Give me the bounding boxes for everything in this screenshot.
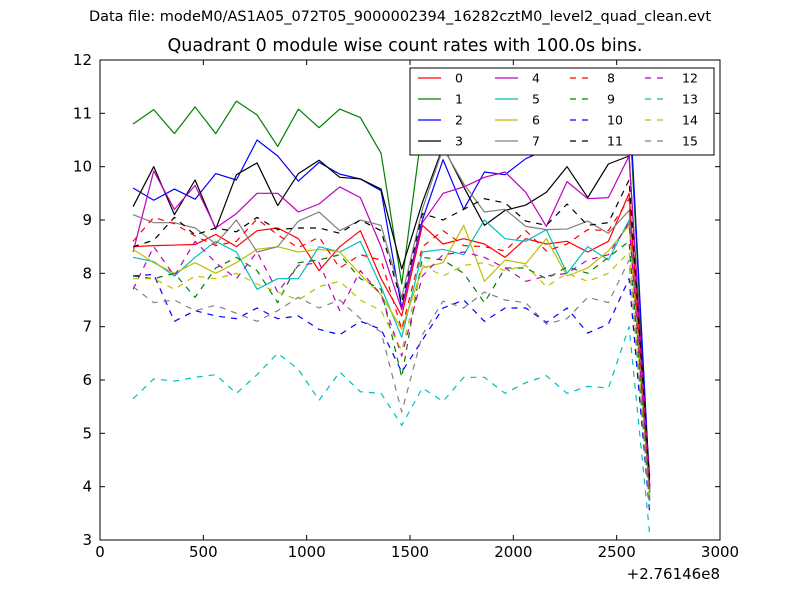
legend-box	[409, 67, 715, 156]
y-tick-label: 6	[82, 371, 92, 389]
x-tick-label: 2000	[494, 543, 532, 561]
legend-label-15: 15	[682, 134, 698, 149]
series-line-3	[132, 145, 651, 487]
y-tick-label: 8	[82, 264, 92, 282]
plot-lines	[132, 92, 651, 535]
series-line-4	[132, 155, 651, 490]
x-tick-label: 500	[189, 543, 218, 561]
y-tick-label: 12	[73, 51, 92, 69]
legend-label-8: 8	[607, 71, 615, 86]
legend-label-5: 5	[532, 92, 540, 107]
series-line-7	[132, 147, 651, 490]
y-tick-label: 7	[82, 318, 92, 336]
series-line-11	[132, 179, 651, 482]
y-tick-label: 10	[73, 158, 92, 176]
legend-label-10: 10	[607, 113, 623, 128]
x-tick-label: 1000	[288, 543, 326, 561]
series-line-14	[133, 251, 651, 506]
series-line-10	[133, 273, 651, 514]
legend-label-6: 6	[532, 113, 540, 128]
y-tick-label: 9	[82, 211, 92, 229]
series-line-12	[132, 222, 651, 493]
x-tick-label: 2500	[598, 543, 636, 561]
y-tick-label: 11	[73, 104, 92, 122]
legend-label-11: 11	[607, 134, 623, 149]
x-tick-label: 3000	[701, 543, 739, 561]
legend-label-1: 1	[455, 92, 463, 107]
legend-label-2: 2	[455, 113, 463, 128]
y-tick-label: 3	[82, 531, 92, 549]
legend-label-12: 12	[682, 71, 698, 86]
y-tick-label: 4	[82, 478, 92, 496]
series-line-8	[132, 198, 651, 487]
legend-label-3: 3	[455, 134, 463, 149]
x-tick-label: 0	[95, 543, 105, 561]
series-line-6	[132, 224, 651, 498]
legend-label-4: 4	[532, 71, 540, 86]
legend-label-13: 13	[682, 92, 698, 107]
legend-label-7: 7	[532, 134, 540, 149]
legend-label-0: 0	[455, 71, 463, 86]
x-tick-label: 1500	[391, 543, 429, 561]
x-offset-label: +2.76146e8	[627, 565, 720, 583]
y-tick-label: 5	[82, 424, 92, 442]
series-line-0	[133, 192, 651, 477]
legend-label-9: 9	[607, 92, 615, 107]
series-line-9	[132, 240, 651, 501]
chart-title: Quadrant 0 module wise count rates with …	[167, 36, 643, 56]
suptitle: Data file: modeM0/AS1A05_072T05_90000023…	[88, 9, 712, 25]
legend-label-14: 14	[682, 113, 698, 128]
series-line-13	[132, 326, 651, 535]
